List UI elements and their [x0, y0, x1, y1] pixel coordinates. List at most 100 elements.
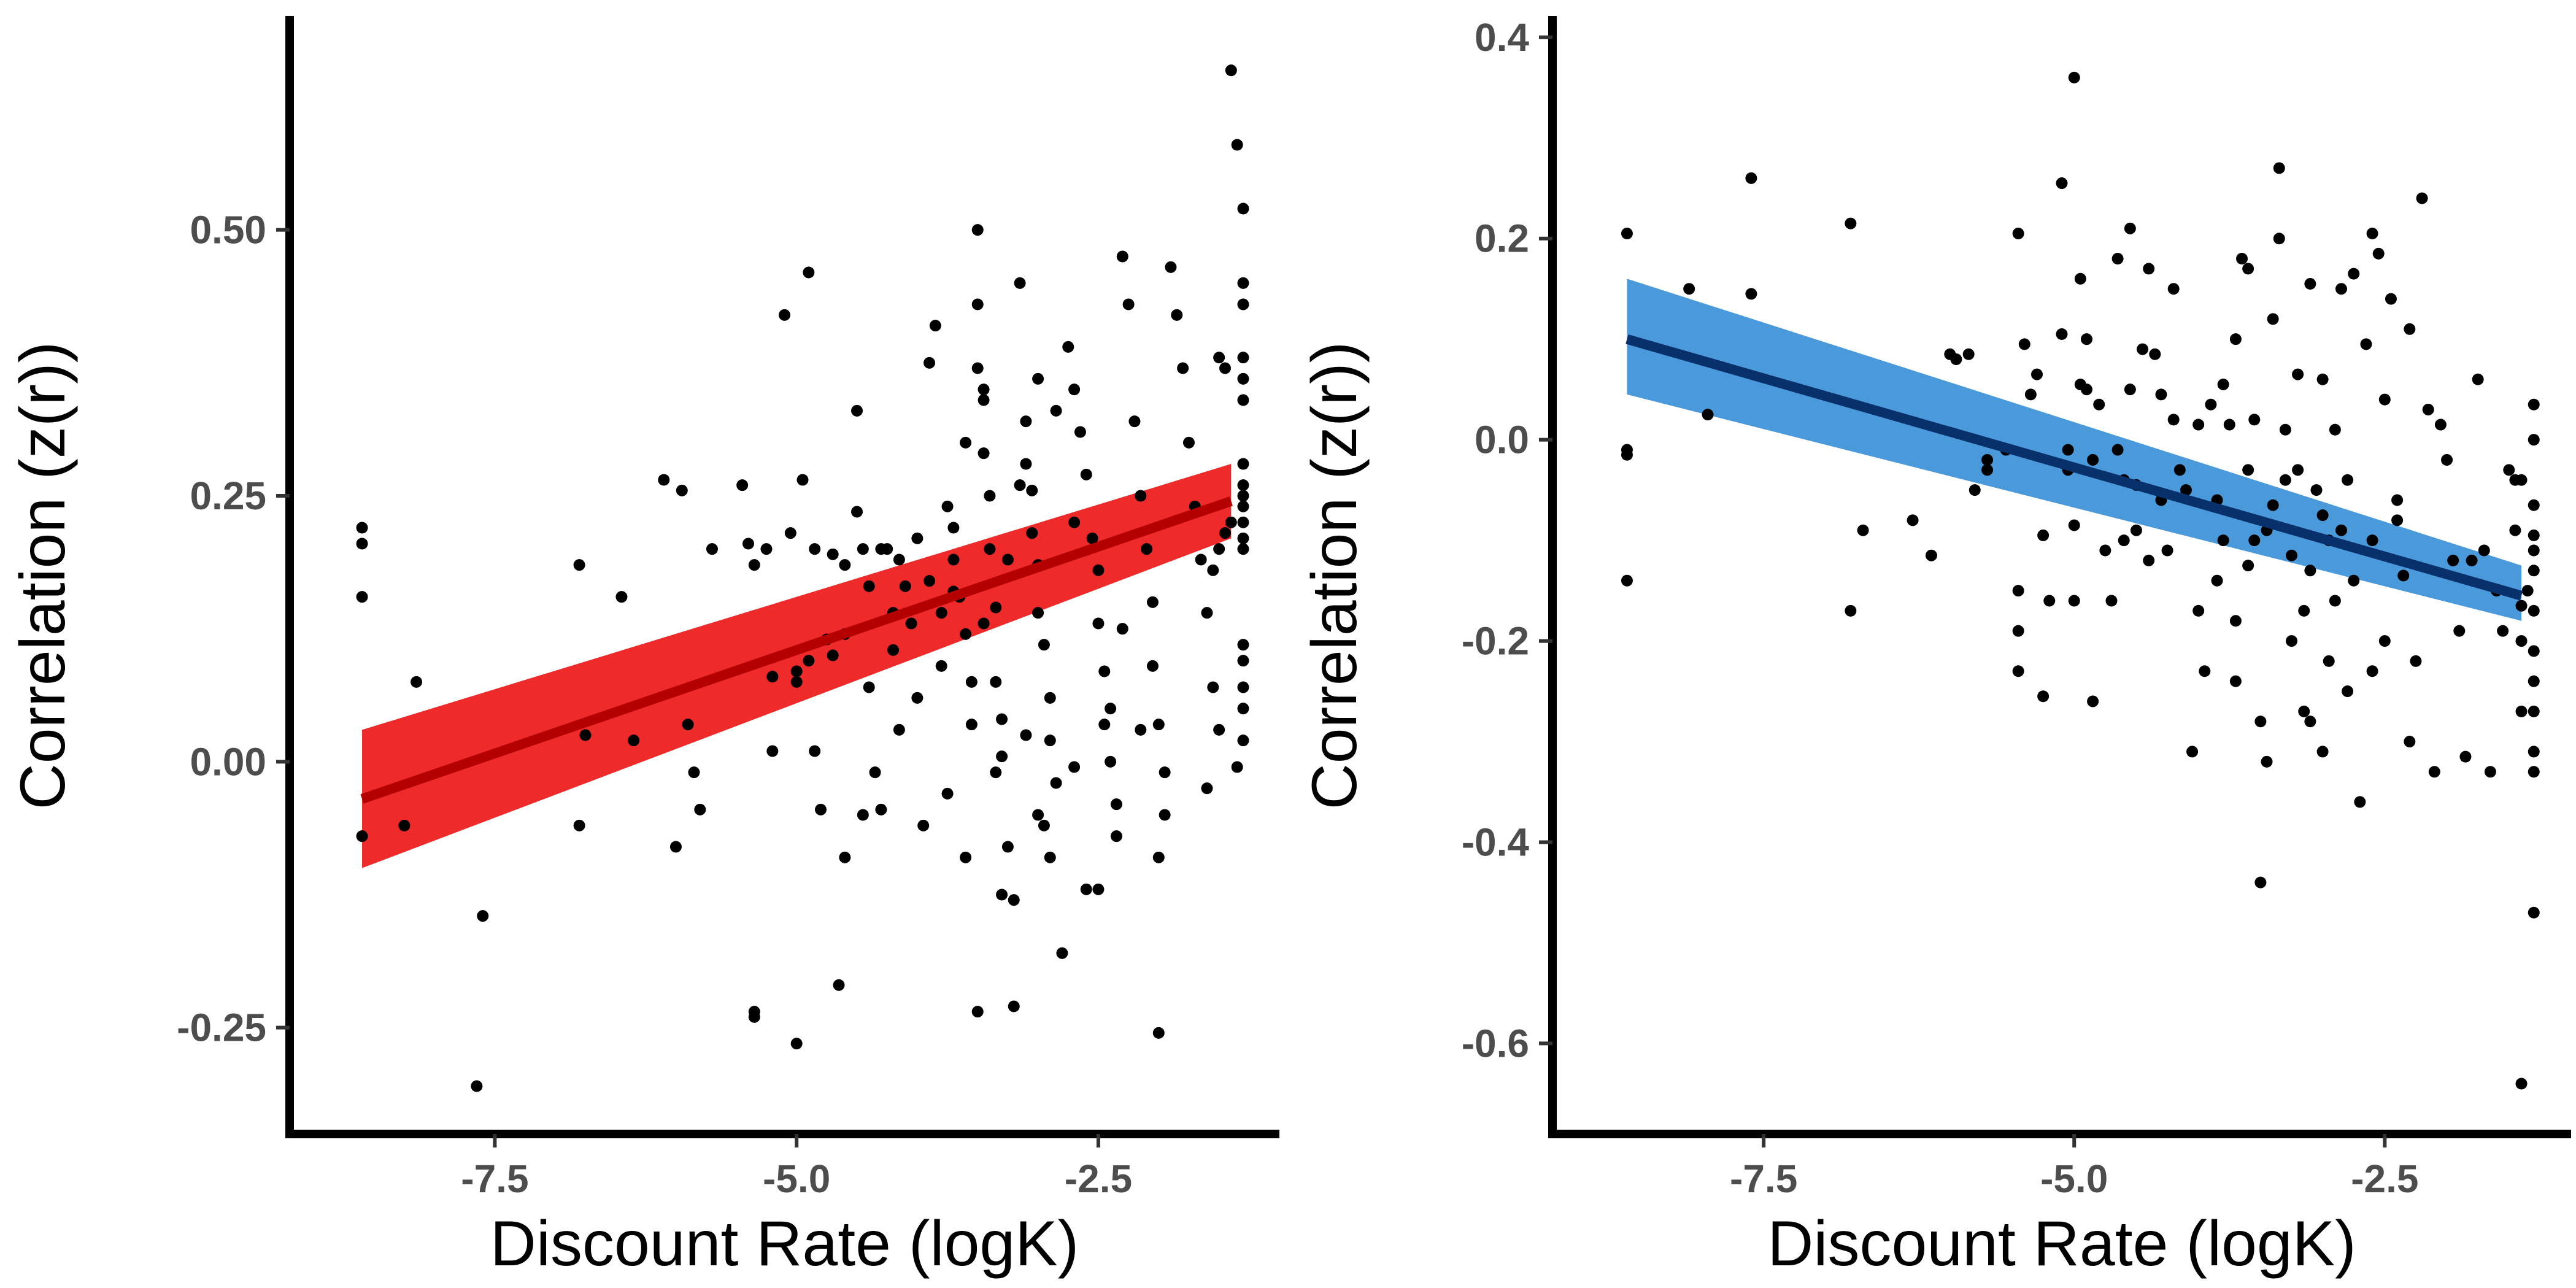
data-point: [1207, 681, 1219, 693]
data-point: [2155, 388, 2167, 401]
data-point: [2118, 534, 2130, 547]
data-point: [1074, 426, 1086, 438]
data-point: [1621, 449, 1633, 461]
data-point: [1165, 261, 1177, 273]
data-point: [2372, 247, 2385, 260]
data-point: [1237, 277, 1249, 289]
data-point: [1907, 514, 1919, 526]
data-point: [2316, 746, 2329, 758]
data-point: [1237, 352, 1249, 364]
data-point: [827, 548, 839, 560]
data-point: [2528, 645, 2540, 657]
data-point: [790, 665, 803, 677]
data-point: [1195, 553, 1207, 566]
data-point: [2521, 585, 2534, 597]
data-point: [2478, 544, 2490, 557]
data-point: [996, 889, 1008, 901]
data-point: [803, 655, 815, 667]
data-point: [1237, 394, 1249, 406]
data-point: [1146, 596, 1159, 608]
data-point: [1621, 574, 1633, 587]
data-point: [917, 819, 930, 831]
data-point: [669, 841, 682, 853]
data-point: [2012, 228, 2024, 240]
data-point: [2528, 705, 2540, 717]
data-point: [1098, 665, 1111, 677]
data-point: [1044, 851, 1056, 863]
data-point: [978, 394, 990, 406]
data-point: [1237, 458, 1249, 470]
data-point: [2229, 615, 2242, 627]
data-point: [2342, 685, 2354, 698]
data-point: [2043, 595, 2056, 607]
data-point: [2385, 293, 2397, 305]
data-point: [2410, 655, 2422, 667]
data-point: [2111, 253, 2124, 265]
data-point: [2378, 635, 2391, 647]
data-point: [2037, 690, 2050, 703]
data-point: [1231, 139, 1243, 151]
data-point: [1068, 761, 1081, 773]
data-point: [1237, 516, 1249, 528]
data-point: [1219, 527, 1231, 539]
data-point: [947, 553, 960, 566]
data-point: [2292, 464, 2304, 476]
data-point: [1159, 809, 1171, 821]
data-point: [1020, 458, 1032, 470]
data-point: [1237, 202, 1249, 215]
data-point: [1001, 841, 1014, 853]
data-point: [2267, 313, 2279, 325]
data-point: [2404, 736, 2416, 748]
data-point: [2366, 665, 2378, 677]
data-point: [1056, 947, 1068, 959]
y-tick-label: 0.0: [1475, 418, 1529, 462]
data-point: [2515, 1078, 2528, 1090]
data-point: [1237, 500, 1249, 512]
data-point: [941, 787, 954, 800]
data-point: [2236, 253, 2248, 265]
data-point: [887, 644, 900, 656]
data-point: [1135, 723, 1147, 736]
data-point: [1146, 660, 1159, 672]
data-point: [790, 676, 803, 688]
data-point: [2434, 418, 2447, 431]
data-point: [2528, 766, 2540, 778]
data-point: [1171, 309, 1183, 321]
data-point: [2509, 524, 2521, 536]
data-point: [990, 766, 1002, 779]
data-point: [2261, 755, 2273, 768]
data-point: [2161, 544, 2173, 557]
data-point: [411, 676, 423, 688]
data-point: [356, 538, 368, 550]
data-point: [851, 506, 863, 518]
data-point: [971, 362, 984, 374]
data-point: [2111, 444, 2124, 456]
data-point: [1213, 543, 1225, 555]
data-point: [2453, 625, 2466, 637]
data-point: [1969, 484, 1981, 496]
x-tick-label: -2.5: [2351, 1157, 2418, 1201]
data-point: [2192, 604, 2205, 617]
data-point: [2528, 529, 2540, 541]
y-tick-label: 0.4: [1475, 15, 1529, 60]
data-point: [2093, 398, 2105, 411]
x-axis-title: Discount Rate (logK): [1767, 1208, 2356, 1279]
x-tick-label: -5.0: [763, 1157, 830, 1201]
data-point: [706, 543, 718, 555]
data-point: [839, 851, 851, 863]
data-point: [1092, 883, 1105, 895]
data-point: [1026, 527, 1038, 539]
data-point: [2024, 388, 2037, 401]
data-point: [2503, 464, 2515, 476]
data-point: [2012, 665, 2024, 677]
data-point: [2056, 177, 2068, 190]
data-point: [1116, 250, 1128, 263]
data-point: [1237, 372, 1249, 385]
data-point: [1008, 894, 1020, 906]
data-point: [2149, 348, 2161, 360]
data-point: [971, 298, 984, 310]
data-point: [688, 766, 700, 779]
data-point: [971, 1006, 984, 1018]
data-point: [356, 830, 368, 843]
data-point: [356, 591, 368, 603]
